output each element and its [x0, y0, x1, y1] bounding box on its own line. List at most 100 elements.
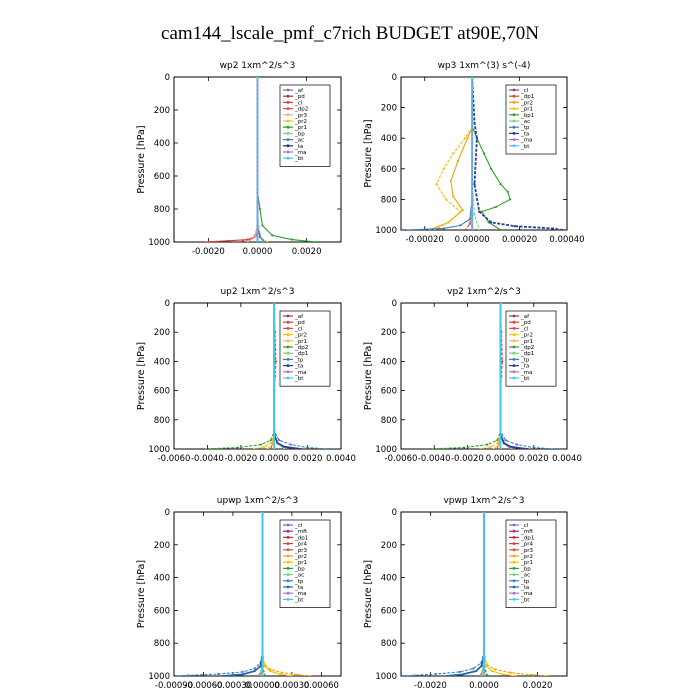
legend-marker: [512, 536, 516, 539]
x-tick-label: -0.0040: [191, 454, 224, 464]
series-point: [501, 360, 504, 363]
legend-label: _pr2: [294, 119, 307, 125]
legend-marker: [286, 554, 290, 558]
legend-marker: [512, 542, 516, 545]
series-point: [480, 674, 483, 676]
legend-marker: [286, 560, 290, 564]
legend-marker: [286, 529, 290, 533]
legend-label: _pr1: [520, 107, 533, 113]
legend-label: _bt: [520, 376, 530, 382]
legend-marker: [286, 370, 290, 374]
legend-marker: [512, 554, 516, 558]
legend-label: _ac: [520, 119, 530, 125]
legend-label: _ma: [294, 150, 306, 156]
y-tick-label: 0: [392, 508, 397, 518]
series-point: [253, 669, 256, 673]
legend-marker: [512, 585, 516, 589]
series-point: [261, 674, 264, 676]
series-point: [236, 446, 239, 449]
series-point: [289, 443, 292, 446]
legend-marker: [512, 101, 516, 104]
y-tick-label: 1000: [375, 672, 397, 682]
series-point: [475, 137, 478, 140]
y-tick-label: 400: [154, 357, 170, 367]
series-point: [471, 228, 474, 230]
series-point: [442, 227, 445, 230]
series-point: [202, 447, 206, 449]
series-group: [429, 303, 555, 449]
panel-title: upwp 1xm^2/s^3: [217, 496, 298, 506]
legend-label: _cl: [294, 326, 303, 332]
series-point: [493, 668, 496, 671]
legend-marker: [512, 523, 516, 527]
plot-frame: [173, 302, 342, 450]
legend: _af_pd_cl_pr2_pr1_dp2_dp1_tp_ta_ma_bt: [505, 310, 557, 387]
legend-label: _cl: [294, 100, 303, 106]
legend-label: _bt: [294, 376, 304, 382]
series-line-dp2: [430, 303, 502, 449]
legend-label: _pr2: [294, 333, 307, 339]
legend-marker: [286, 156, 290, 160]
series-group: [202, 77, 318, 242]
legend-label: _pr1: [520, 560, 533, 566]
y-tick-label: 600: [381, 387, 397, 397]
legend: _cl_dp1_pr2_pr1_bp1_ac_tp_ta_ma_bt: [505, 84, 557, 155]
series-point: [241, 673, 244, 676]
series-line-tp: [273, 303, 328, 449]
x-tick-label: 0.0000: [486, 454, 516, 464]
y-tick-label: 400: [381, 357, 397, 367]
y-tick-label: 400: [154, 574, 170, 584]
legend-label: _ma: [520, 370, 532, 376]
y-tick-label: 0: [392, 299, 397, 309]
series-point: [261, 240, 264, 242]
series-point: [466, 137, 469, 140]
x-tick-label: -0.0040: [418, 454, 451, 464]
legend-marker: [512, 358, 516, 361]
legend-label: _tp: [294, 579, 304, 585]
y-tick-label: 1000: [148, 238, 170, 248]
y-tick-label: 200: [154, 541, 170, 551]
series-point: [509, 445, 512, 448]
series-line-pr2: [480, 303, 502, 449]
legend-marker: [512, 591, 516, 595]
legend-label: _bt: [294, 156, 304, 162]
legend-label: _tp: [294, 357, 304, 363]
series-point: [499, 303, 502, 305]
panel-upwp: upwp 1xm^2/s^3 Pressure [hPa] 0 200 400 600 80…: [136, 496, 342, 691]
series-point: [273, 303, 276, 305]
series-point: [526, 447, 529, 449]
legend-label: _pr1: [294, 560, 307, 566]
y-tick-label: 400: [154, 139, 170, 149]
legend-label: _pr1: [520, 339, 533, 345]
series-point: [246, 240, 249, 242]
series-point: [271, 234, 274, 237]
x-tick-label: -0.0020: [224, 454, 257, 464]
series-line-tp: [500, 303, 554, 449]
x-tick-label: 0.0040: [552, 454, 582, 464]
series-point: [261, 512, 264, 514]
series-point: [306, 446, 309, 449]
series-point: [496, 439, 499, 442]
series-point: [278, 439, 281, 442]
x-tick-label: -0.00030: [214, 681, 252, 691]
legend-marker: [286, 345, 290, 349]
legend-label: _cl: [520, 523, 529, 529]
series-point: [258, 207, 262, 211]
series-line-pr1: [267, 303, 275, 449]
x-tick-label: 0.00060: [304, 681, 339, 691]
y-tick-label: 1000: [148, 672, 170, 682]
x-tick-label: 0.0020: [523, 681, 553, 691]
series-point: [266, 447, 269, 449]
series-point: [561, 228, 564, 230]
series-point: [187, 674, 190, 676]
series-point: [256, 240, 259, 242]
y-tick-label: 200: [154, 328, 170, 338]
legend-marker: [286, 585, 290, 589]
legend-label: _pd: [294, 94, 305, 100]
series-line-ta: [446, 512, 485, 676]
panel-title: wp3 1xm^(3) s^(-4): [438, 61, 531, 71]
legend-label: _bt: [520, 144, 530, 150]
x-tick-label: 0.0000: [259, 454, 289, 464]
series-point: [473, 183, 476, 186]
